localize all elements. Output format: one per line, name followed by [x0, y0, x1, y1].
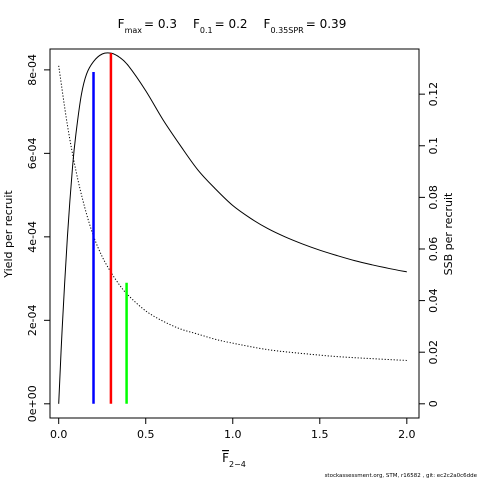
title-part-value: = 0.2	[215, 17, 248, 31]
y2-tick-label: 0.1	[427, 137, 440, 155]
x-label-subscript: 2−4	[229, 460, 246, 469]
y-axis-left: 0e+00 2e-04 4e-04 6e-04 8e-04	[26, 54, 51, 422]
x-tick-label: 0.5	[137, 428, 155, 441]
footer-note: stockassessment.org, STM, r16582 , git: …	[325, 473, 478, 479]
y-tick-label: 2e-04	[26, 304, 39, 336]
y2-tick-label: 0	[427, 400, 440, 407]
y2-tick-label: 0.12	[427, 82, 440, 107]
y2-tick-label: 0.08	[427, 185, 440, 210]
y2-tick-label: 0.04	[427, 288, 440, 313]
x-axis: 0.0 0.5 1.0 1.5 2.0	[50, 417, 416, 441]
title-part-subscript: 0.1	[200, 26, 213, 35]
title-part-value: = 0.39	[306, 17, 347, 31]
ssb-per-recruit-line	[58, 65, 407, 361]
y2-axis-label: SSB per recruit	[442, 192, 455, 275]
y-axis-label: Yield per recruit	[2, 190, 15, 279]
x-tick-label: 2.0	[398, 428, 416, 441]
reference-lines	[92, 53, 128, 404]
title-part-symbol: F	[118, 17, 125, 31]
y-tick-label: 8e-04	[26, 54, 39, 86]
y2-tick-label: 0.06	[427, 237, 440, 262]
title-part-symbol: F	[193, 17, 200, 31]
x-axis-label: F2−4	[222, 451, 246, 469]
x-label-symbol: F	[222, 451, 229, 465]
title-part-subscript: max	[125, 26, 143, 35]
x-tick-label: 1.0	[224, 428, 242, 441]
title-part-subscript: 0.35SPR	[270, 26, 304, 35]
x-tick-label: 0.0	[50, 428, 68, 441]
y-tick-label: 4e-04	[26, 221, 39, 253]
y-tick-label: 0e+00	[26, 385, 39, 422]
yield-per-recruit-line	[58, 52, 407, 404]
y-axis-right: 0 0.02 0.04 0.06 0.08 0.1 0.12	[418, 82, 440, 407]
title-part-symbol: F	[264, 17, 271, 31]
y2-tick-label: 0.02	[427, 340, 440, 365]
series-layer	[58, 52, 407, 404]
y-tick-label: 6e-04	[26, 137, 39, 169]
x-tick-label: 1.5	[311, 428, 329, 441]
title-part-value: = 0.3	[144, 17, 177, 31]
chart-title: Fmax = 0.3 F0.1 = 0.2 F0.35SPR = 0.39	[118, 17, 347, 35]
plot-frame	[49, 48, 420, 419]
